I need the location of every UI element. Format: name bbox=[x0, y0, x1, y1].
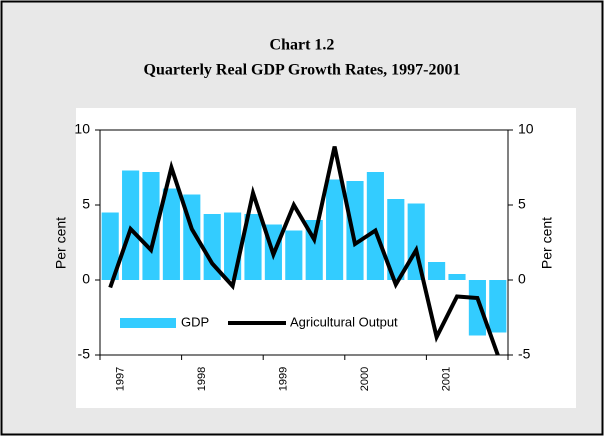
x-tick-label: 2001 bbox=[441, 367, 453, 391]
bar bbox=[224, 212, 242, 280]
bar bbox=[244, 214, 262, 280]
line bbox=[108, 146, 500, 356]
bar bbox=[203, 214, 221, 280]
legend-swatch bbox=[120, 318, 176, 328]
bar bbox=[142, 172, 160, 280]
x-tick-label: 2000 bbox=[359, 367, 371, 391]
bar bbox=[387, 199, 405, 280]
y2-axis-label: Per cent bbox=[539, 217, 555, 269]
bar bbox=[448, 274, 466, 280]
y-tick-label: 5 bbox=[82, 196, 90, 212]
x-tick-label: 1999 bbox=[278, 367, 290, 391]
y2-tick-label: 10 bbox=[518, 121, 534, 137]
y-tick-label: -5 bbox=[78, 346, 91, 362]
chart-subtitle: Quarterly Real GDP Growth Rates, 1997-20… bbox=[144, 62, 461, 79]
bar bbox=[468, 280, 486, 336]
bar bbox=[428, 262, 446, 280]
bar bbox=[162, 188, 180, 280]
x-tick-label: 1998 bbox=[196, 367, 208, 391]
bar bbox=[366, 172, 384, 280]
y2-tick-label: 5 bbox=[518, 196, 526, 212]
legend-label: Agricultural Output bbox=[290, 314, 398, 329]
y-tick-label: 0 bbox=[82, 271, 90, 287]
bar bbox=[285, 230, 303, 280]
x-tick-label: 1997 bbox=[114, 367, 126, 391]
bar bbox=[489, 280, 507, 333]
y2-tick-label: 0 bbox=[518, 271, 526, 287]
bar bbox=[101, 212, 119, 280]
plot-frame bbox=[99, 129, 509, 356]
bar bbox=[346, 181, 364, 280]
legend-label: GDP bbox=[181, 314, 209, 329]
bar bbox=[122, 170, 140, 280]
bar bbox=[326, 179, 344, 280]
chart-title: Chart 1.2 bbox=[270, 37, 335, 54]
y-tick-label: 10 bbox=[74, 121, 90, 137]
y2-tick-label: -5 bbox=[518, 346, 531, 362]
y-axis-label: Per cent bbox=[53, 217, 69, 269]
